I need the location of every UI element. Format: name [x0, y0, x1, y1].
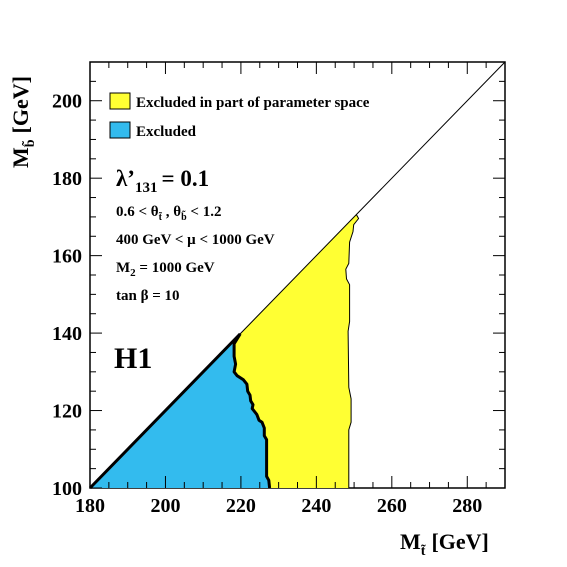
y-tick-label: 100 — [52, 478, 82, 500]
legend-label-excluded: Excluded — [136, 124, 197, 140]
legend: Excluded in part of parameter space Excl… — [109, 92, 370, 140]
y-tick-label: 180 — [52, 168, 82, 190]
annotation-lambda: λ’131 = 0.1 — [116, 166, 209, 196]
experiment-label: H1 — [114, 342, 152, 375]
x-tick-label: 220 — [226, 495, 256, 517]
y-tick-label: 120 — [52, 401, 82, 423]
x-axis-label: Mt̃ [GeV] — [400, 529, 489, 559]
x-tick-label: 280 — [452, 495, 482, 517]
x-tick-label: 240 — [301, 495, 331, 517]
x-tick-label: 260 — [377, 495, 407, 517]
legend-label-partial: Excluded in part of parameter space — [136, 95, 370, 111]
y-tick-label: 160 — [52, 246, 82, 268]
legend-swatch-excluded — [109, 121, 131, 139]
y-tick-label: 140 — [52, 323, 82, 345]
region-excluded — [90, 333, 270, 488]
legend-swatch-partial — [109, 92, 131, 110]
boundary-partially-excluded — [345, 214, 360, 488]
annotation-tanb: tan β = 10 — [116, 288, 180, 304]
axis-ticks: 180 200 220 240 260 280 100 120 140 160 180 200 — [52, 61, 506, 517]
x-tick-label: 180 — [75, 495, 105, 517]
y-tick-label: 200 — [52, 91, 82, 113]
x-tick-label: 200 — [150, 495, 180, 517]
boundary-excluded — [232, 333, 272, 489]
y-axis-label: Mb̃[GeV] — [8, 76, 38, 168]
annotation-theta: 0.6 < θt̃ , θb̃ < 1.2 — [116, 204, 221, 223]
annotation-m2: M2 = 1000 GeV — [116, 260, 215, 279]
annotation-mu: 400 GeV < μ < 1000 GeV — [116, 232, 275, 248]
kinematic-diagonal-line — [89, 61, 506, 489]
